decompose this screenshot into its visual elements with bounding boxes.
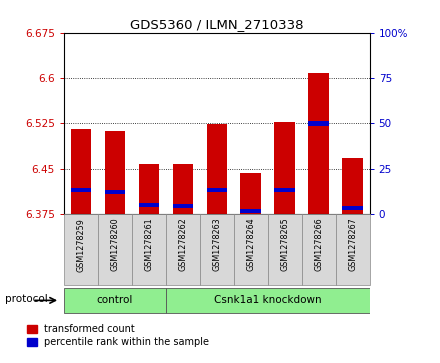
Bar bbox=[275, 122, 295, 214]
Bar bbox=[166, 214, 200, 285]
Text: Csnk1a1 knockdown: Csnk1a1 knockdown bbox=[214, 295, 322, 305]
Bar bbox=[241, 209, 261, 213]
Bar bbox=[268, 214, 302, 285]
Bar bbox=[105, 189, 125, 194]
Bar bbox=[308, 73, 329, 214]
Text: GSM1278263: GSM1278263 bbox=[212, 218, 221, 271]
Bar bbox=[206, 124, 227, 214]
Bar bbox=[98, 214, 132, 285]
Text: protocol: protocol bbox=[5, 294, 48, 304]
Bar bbox=[200, 214, 234, 285]
Bar bbox=[342, 206, 363, 210]
Bar bbox=[241, 173, 261, 214]
Bar bbox=[172, 204, 193, 208]
Text: GSM1278260: GSM1278260 bbox=[110, 218, 119, 271]
Bar bbox=[206, 188, 227, 192]
Bar bbox=[64, 288, 166, 313]
Bar bbox=[302, 214, 336, 285]
Bar bbox=[342, 158, 363, 214]
Bar bbox=[139, 203, 159, 207]
Bar bbox=[308, 121, 329, 126]
Text: GSM1278261: GSM1278261 bbox=[144, 218, 153, 271]
Text: GSM1278259: GSM1278259 bbox=[76, 218, 85, 272]
Title: GDS5360 / ILMN_2710338: GDS5360 / ILMN_2710338 bbox=[130, 19, 304, 32]
Text: GSM1278264: GSM1278264 bbox=[246, 218, 255, 271]
Bar bbox=[70, 130, 91, 214]
Bar bbox=[139, 164, 159, 214]
Bar bbox=[234, 214, 268, 285]
Bar bbox=[275, 188, 295, 192]
Legend: transformed count, percentile rank within the sample: transformed count, percentile rank withi… bbox=[27, 324, 209, 347]
Bar bbox=[105, 131, 125, 214]
Bar bbox=[64, 214, 98, 285]
Bar bbox=[166, 288, 370, 313]
Bar bbox=[70, 188, 91, 192]
Bar bbox=[336, 214, 370, 285]
Text: GSM1278266: GSM1278266 bbox=[314, 218, 323, 271]
Text: GSM1278265: GSM1278265 bbox=[280, 218, 289, 272]
Bar bbox=[172, 164, 193, 214]
Text: control: control bbox=[96, 295, 133, 305]
Bar bbox=[132, 214, 166, 285]
Text: GSM1278267: GSM1278267 bbox=[348, 218, 357, 272]
Text: GSM1278262: GSM1278262 bbox=[178, 218, 187, 272]
